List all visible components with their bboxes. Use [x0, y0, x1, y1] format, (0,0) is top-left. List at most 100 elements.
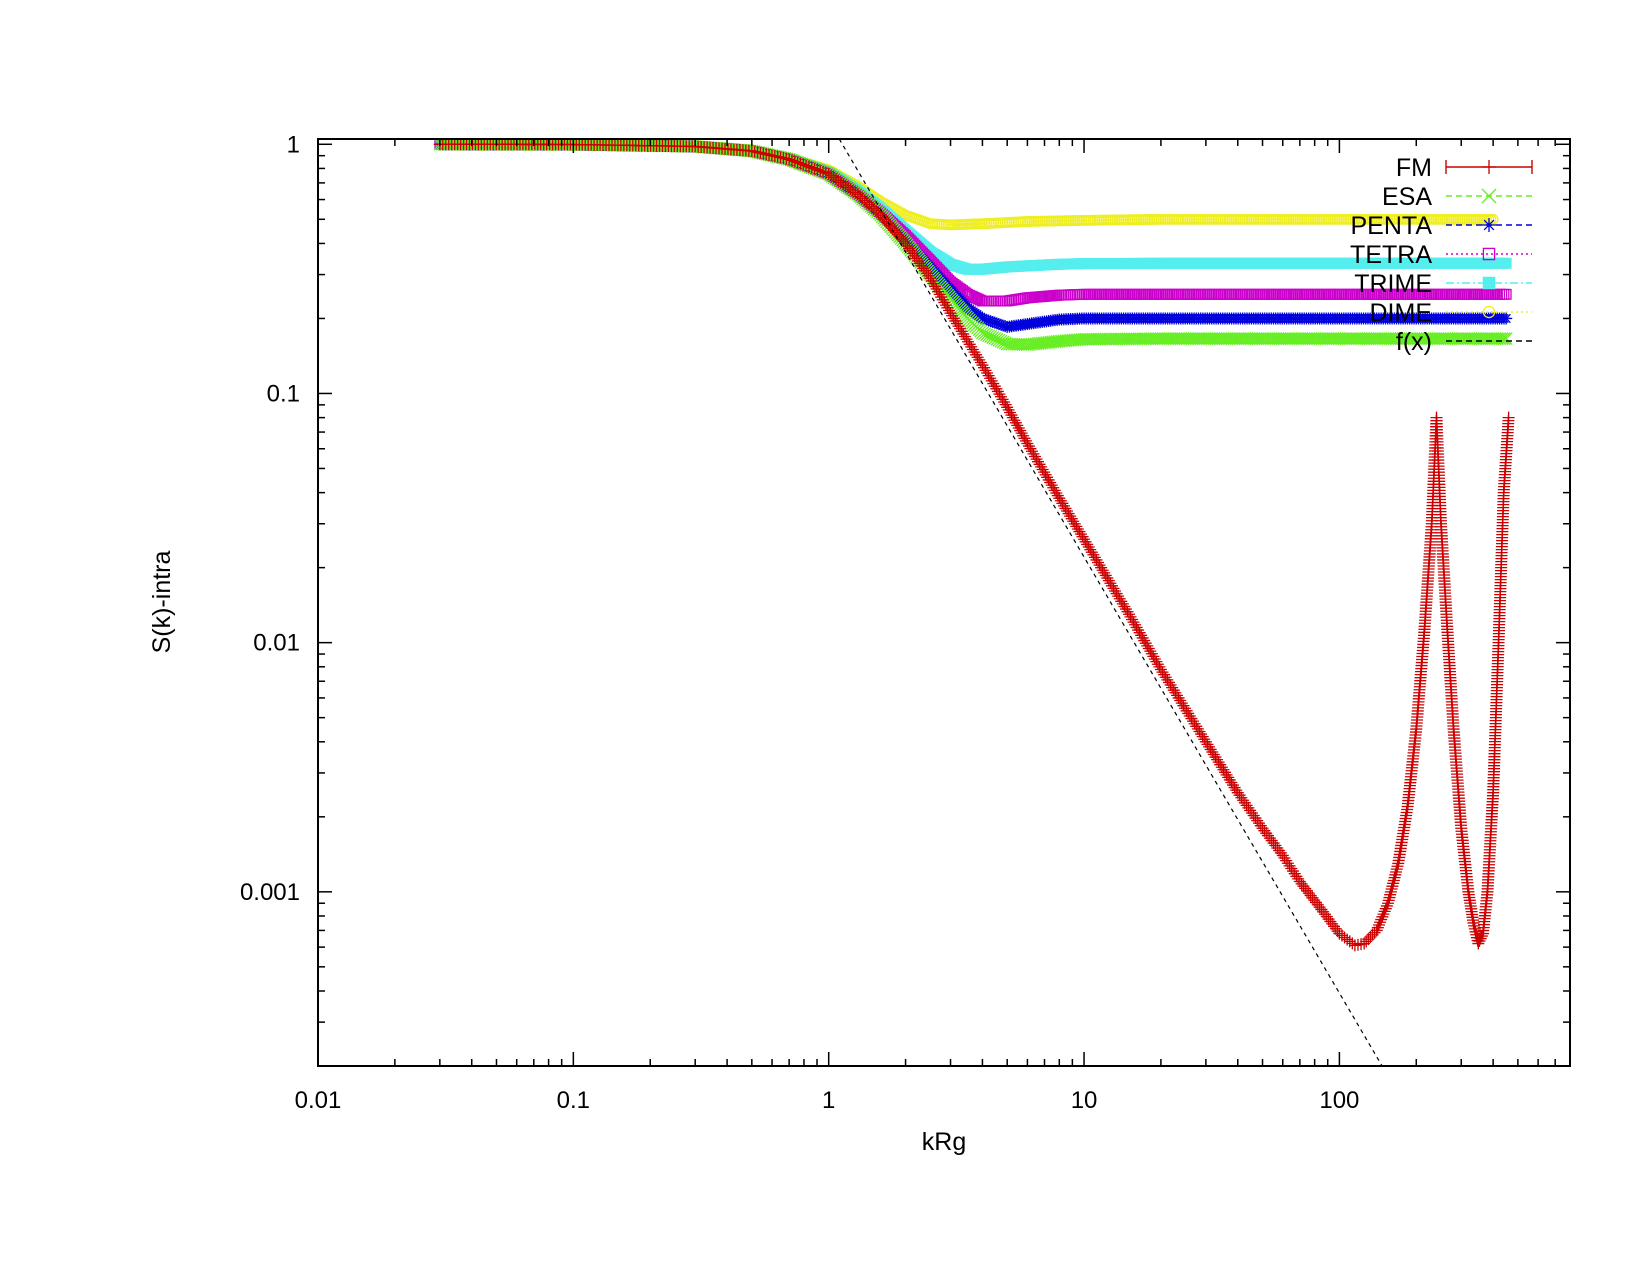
data-point — [1237, 794, 1250, 807]
data-point — [1238, 796, 1251, 809]
data-point — [1088, 551, 1101, 564]
data-point — [1387, 877, 1400, 890]
data-point — [1211, 753, 1224, 766]
data-point — [1121, 605, 1134, 618]
data-point — [1050, 486, 1063, 499]
data-point — [1467, 916, 1480, 929]
data-point — [1126, 613, 1139, 626]
data-point — [1346, 937, 1359, 950]
data-point — [788, 155, 801, 168]
data-point — [1280, 854, 1293, 867]
data-point — [1190, 720, 1203, 733]
data-point — [982, 329, 996, 343]
legend-entry: PENTA — [1351, 212, 1532, 240]
x-tick-label: 10 — [1071, 1087, 1098, 1114]
data-point — [1220, 768, 1233, 781]
ticks-layer: 0.01 0.1 1 10 100 1 0.1 0.01 0.001 — [240, 131, 1571, 1114]
data-point — [1500, 288, 1512, 300]
data-point — [1001, 401, 1014, 414]
data-point — [980, 328, 994, 342]
data-point — [819, 166, 832, 179]
data-point — [1199, 735, 1212, 748]
data-point — [965, 340, 978, 353]
data-point — [986, 331, 1000, 344]
data-point — [1067, 515, 1080, 528]
data-point — [978, 327, 991, 341]
legend-label: FM — [1396, 154, 1432, 182]
data-point — [954, 322, 967, 335]
data-point — [1227, 779, 1239, 792]
data-point — [1468, 922, 1481, 935]
legend-entry: f(x) — [1396, 328, 1532, 356]
data-point — [1024, 442, 1037, 455]
data-point — [1247, 809, 1260, 822]
data-point — [1107, 582, 1120, 595]
data-point — [1151, 658, 1164, 671]
data-point — [1124, 610, 1137, 623]
data-point — [986, 315, 999, 328]
data-point — [1225, 776, 1238, 789]
data-point — [1368, 926, 1381, 939]
data-point — [1223, 773, 1236, 786]
data-point — [1110, 587, 1123, 600]
data-point — [1081, 538, 1094, 551]
data-point — [1203, 740, 1216, 753]
data-point — [999, 398, 1012, 411]
legend-label: TETRA — [1350, 241, 1432, 269]
data-point — [797, 158, 810, 171]
data-point — [1145, 647, 1158, 660]
data-point — [1242, 801, 1255, 814]
data-point — [1025, 445, 1038, 458]
series-trime — [434, 139, 1512, 275]
data-point — [1384, 885, 1397, 898]
data-point — [1051, 489, 1064, 502]
data-point — [1245, 806, 1258, 819]
data-point — [1500, 312, 1513, 325]
data-point — [1047, 481, 1060, 494]
data-point — [1042, 473, 1055, 486]
data-point — [1156, 666, 1169, 679]
series-fx — [838, 139, 1383, 1066]
data-point — [791, 156, 804, 169]
y-tick-label: 0.1 — [267, 380, 300, 407]
data-point — [1116, 597, 1129, 610]
legend-label: DIME — [1370, 299, 1433, 327]
legend-entry: FM — [1396, 154, 1533, 182]
data-point — [994, 318, 1007, 331]
data-point — [1292, 872, 1305, 885]
data-point — [1474, 932, 1487, 945]
data-point — [1207, 748, 1220, 761]
data-point — [1078, 533, 1091, 546]
data-point — [1493, 332, 1507, 346]
data-point — [1179, 702, 1191, 715]
data-point — [1017, 429, 1030, 442]
data-point — [1147, 650, 1160, 663]
data-point — [992, 333, 1006, 347]
data-point — [1283, 859, 1296, 872]
data-point — [1370, 924, 1383, 937]
data-point — [1244, 804, 1257, 817]
data-point — [966, 343, 979, 356]
data-point — [996, 393, 1009, 406]
data-point — [783, 153, 796, 166]
data-point — [1102, 574, 1115, 587]
data-point — [1371, 921, 1384, 934]
data-point — [1144, 645, 1157, 658]
data-point — [1070, 520, 1083, 533]
legend-label: ESA — [1382, 183, 1432, 211]
data-point — [1074, 528, 1087, 541]
y-tick-label: 1 — [287, 131, 300, 158]
data-point — [1172, 691, 1185, 704]
data-point — [1377, 908, 1390, 921]
data-point — [990, 317, 1003, 330]
data-point — [1487, 213, 1499, 225]
data-point — [1002, 403, 1015, 416]
legend-marker — [1482, 305, 1496, 319]
data-point — [1033, 458, 1046, 471]
data-point — [1215, 761, 1228, 774]
data-point — [1154, 663, 1167, 676]
data-point — [1167, 684, 1180, 697]
data-point — [1119, 603, 1132, 616]
data-point — [1012, 421, 1025, 434]
data-point — [1379, 902, 1392, 915]
